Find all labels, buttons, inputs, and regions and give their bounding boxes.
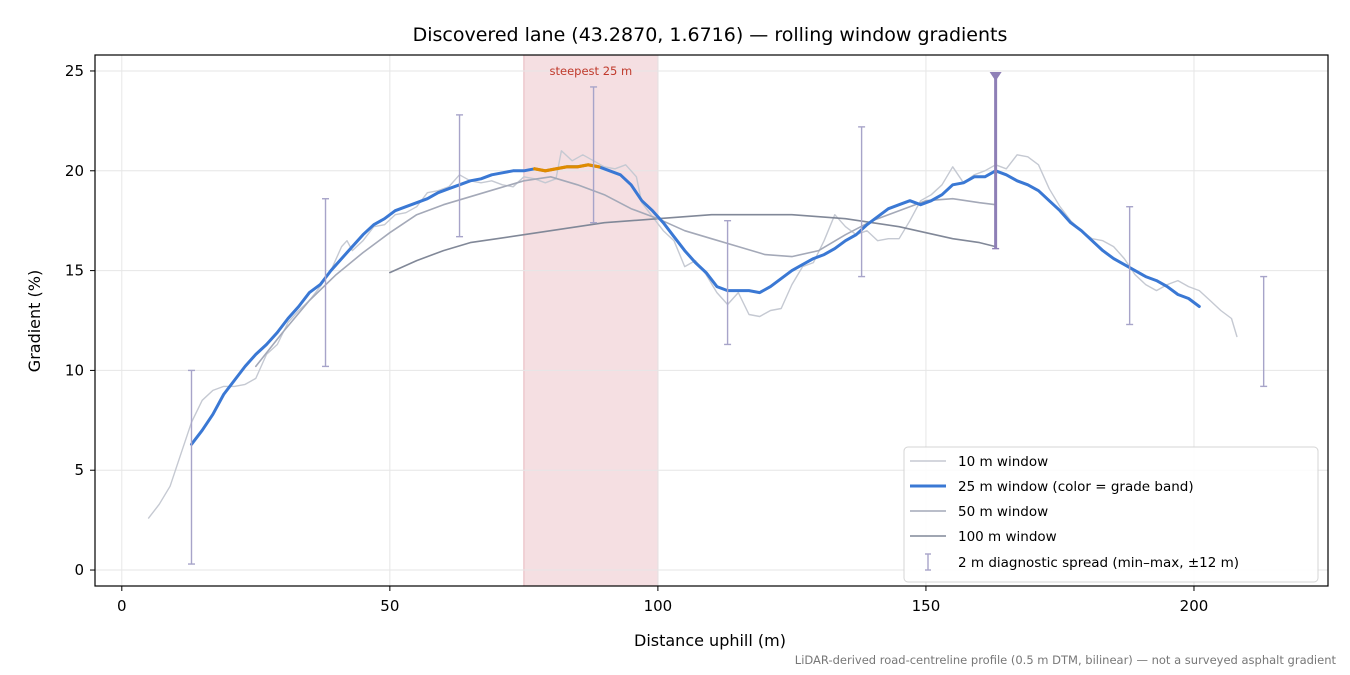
- steepest-point-marker: [989, 71, 1002, 81]
- errorbar: [1260, 275, 1268, 388]
- legend-box: [903, 446, 1319, 583]
- errorbar: [724, 219, 732, 346]
- x-axis-ticks: 0 50 100 150 200: [117, 586, 1208, 615]
- legend-label-10m: 10 m window: [958, 454, 1048, 470]
- errorbar: [322, 198, 330, 368]
- y-tick-label: 20: [65, 162, 84, 180]
- legend-label-errorbar: 2 m diagnostic spread (min–max, ±12 m): [958, 555, 1239, 571]
- y-tick-label: 0: [74, 561, 84, 579]
- series-lines: [147, 150, 1238, 519]
- legend-label-100m: 100 m window: [958, 529, 1057, 545]
- errorbar: [1126, 206, 1134, 326]
- y-tick-label: 25: [65, 62, 84, 80]
- errorbar: [858, 126, 866, 278]
- axes-frame: [94, 54, 1329, 587]
- legend-label-50m: 50 m window: [958, 504, 1048, 520]
- steepest-region: [523, 54, 659, 587]
- x-tick-label: 0: [117, 597, 127, 615]
- series-line-w25: [190, 163, 1201, 446]
- series-line-w100: [388, 213, 997, 274]
- y-axis-ticks: 0 5 10 15 20 25: [65, 62, 95, 579]
- errorbar: [989, 71, 1002, 250]
- x-tick-label: 150: [912, 597, 941, 615]
- x-tick-label: 200: [1180, 597, 1209, 615]
- errorbar: [590, 86, 598, 224]
- x-tick-label: 100: [644, 597, 673, 615]
- errorbar: [456, 114, 464, 238]
- axes-border: [94, 54, 1329, 587]
- legend-label-25m: 25 m window (color = grade band): [958, 479, 1194, 495]
- y-axis-label: Gradient (%): [25, 270, 44, 372]
- y-tick-label: 5: [74, 461, 84, 479]
- x-tick-label: 50: [380, 597, 399, 615]
- steepest-region-band: [523, 54, 659, 587]
- legend-swatch-errorbar: [925, 553, 931, 571]
- series-line-w25-steep: [532, 163, 601, 173]
- y-tick-label: 15: [65, 262, 84, 280]
- y-tick-label: 10: [65, 361, 84, 379]
- errorbars: [187, 71, 1268, 565]
- series-line-w50: [255, 176, 997, 368]
- series-line-w10: [147, 150, 1238, 519]
- x-axis-label: Distance uphill (m): [634, 631, 786, 650]
- legend: 10 m window 25 m window (color = grade b…: [903, 446, 1319, 583]
- steepest-region-label: steepest 25 m: [550, 64, 633, 78]
- footnote: LiDAR-derived road-centreline profile (0…: [795, 653, 1337, 667]
- errorbar: [187, 369, 195, 565]
- chart-title: Discovered lane (43.2870, 1.6716) — roll…: [413, 24, 1008, 46]
